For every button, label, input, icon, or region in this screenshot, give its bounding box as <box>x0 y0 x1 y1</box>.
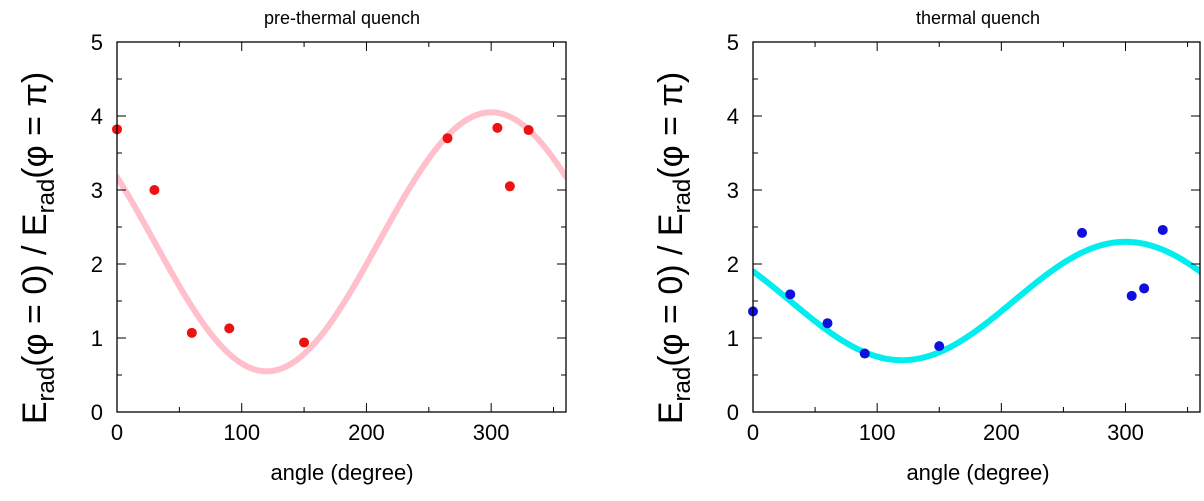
data-point <box>149 185 160 195</box>
x-tick-label: 300 <box>1107 420 1144 445</box>
data-point <box>859 348 870 359</box>
y-label-end: (φ = π) <box>16 72 54 179</box>
x-tick-label: 200 <box>983 420 1020 445</box>
y-label-sub: rad <box>33 367 60 402</box>
data-point <box>186 327 197 338</box>
chart-title: thermal quench <box>916 8 1040 28</box>
x-tick-label: 300 <box>473 420 510 445</box>
plot-frame <box>116 41 567 413</box>
data-point <box>1126 290 1137 301</box>
x-axis-label: angle (degree) <box>906 460 1049 485</box>
data-point <box>785 289 796 300</box>
fit-curve <box>117 109 566 375</box>
y-label-mid: (φ = 0) / E <box>652 213 690 366</box>
y-label-sub: rad <box>669 367 696 402</box>
y-label-main: E <box>16 401 54 424</box>
plot-frame <box>752 41 1201 413</box>
y-label-sub2: rad <box>669 179 696 214</box>
chart-title: pre-thermal quench <box>264 8 420 28</box>
data-point <box>934 341 945 352</box>
data-point <box>492 122 503 133</box>
x-tick-label: 100 <box>859 420 896 445</box>
y-tick-label: 4 <box>727 104 739 129</box>
fit-curve <box>753 238 1200 364</box>
y-tick-label: 0 <box>91 400 103 425</box>
data-point <box>1077 227 1088 238</box>
y-tick-label: 5 <box>727 30 739 55</box>
y-tick-label: 1 <box>727 326 739 351</box>
y-tick-label: 0 <box>727 400 739 425</box>
svg-text:Erad(φ = 0) / Erad(φ = π): Erad(φ = 0) / Erad(φ = π) <box>652 72 696 424</box>
y-axis-label: Erad(φ = 0) / Erad(φ = π) <box>16 72 60 424</box>
y-tick-label: 3 <box>91 178 103 203</box>
data-point <box>442 133 453 144</box>
data-point <box>224 323 235 334</box>
data-point <box>822 318 833 329</box>
y-label-end: (φ = π) <box>652 72 690 179</box>
y-label-sub2: rad <box>33 179 60 214</box>
x-tick-label: 0 <box>747 420 759 445</box>
x-tick-label: 0 <box>111 420 123 445</box>
x-tick-label: 200 <box>348 420 385 445</box>
y-tick-label: 2 <box>91 252 103 277</box>
data-point <box>504 181 515 192</box>
data-point <box>299 337 310 348</box>
y-axis-label: Erad(φ = 0) / Erad(φ = π) <box>652 72 696 424</box>
y-tick-label: 1 <box>91 326 103 351</box>
data-point <box>1157 224 1168 235</box>
panel-pre-thermal-quench: pre-thermal quench Erad(φ = 0) / Erad(φ … <box>16 8 567 485</box>
panel-thermal-quench: thermal quench Erad(φ = 0) / Erad(φ = π)… <box>652 8 1201 485</box>
y-tick-label: 2 <box>727 252 739 277</box>
svg-text:Erad(φ = 0) / Erad(φ = π): Erad(φ = 0) / Erad(φ = π) <box>16 72 60 424</box>
y-label-mid: (φ = 0) / E <box>16 213 54 366</box>
y-tick-label: 4 <box>91 104 103 129</box>
y-tick-label: 5 <box>91 30 103 55</box>
x-tick-label: 100 <box>223 420 260 445</box>
data-point <box>523 125 534 136</box>
data-point <box>1139 283 1150 294</box>
y-tick-label: 3 <box>727 178 739 203</box>
y-label-main: E <box>652 401 690 424</box>
x-axis-label: angle (degree) <box>270 460 413 485</box>
